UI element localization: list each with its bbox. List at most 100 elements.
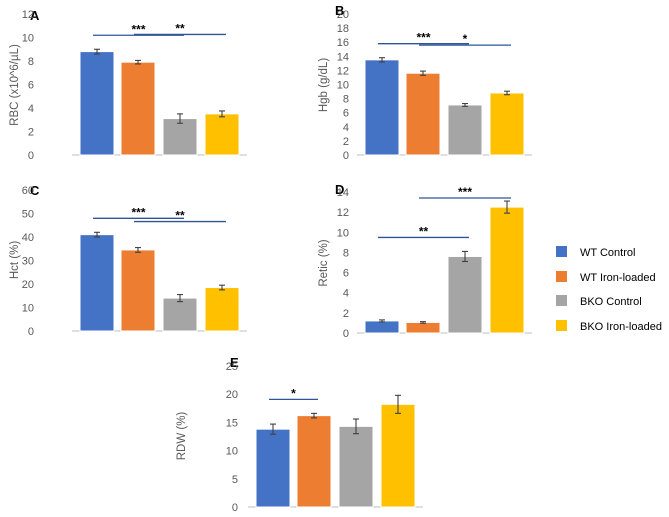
y-tick-label: 14 [337, 51, 349, 63]
bar-wt-control [79, 51, 115, 156]
error-bar [219, 284, 225, 291]
panel-letter: C [30, 183, 40, 198]
y-axis-label: RBC (x10^6/µL) [9, 44, 21, 126]
bar-bko-control [447, 255, 483, 334]
legend-swatch [556, 295, 567, 306]
bar-bko-iron-loaded [204, 287, 240, 332]
y-tick-label: 0 [28, 150, 34, 162]
bar-bko-iron-loaded [380, 403, 416, 508]
bar-bko-control [447, 104, 483, 156]
y-tick-label: 12 [22, 9, 34, 21]
y-axis-label: Hgb (g/dL) [318, 58, 330, 113]
error-bar [462, 102, 468, 107]
y-tick-label: 40 [22, 232, 34, 244]
bar-bko-iron-loaded [489, 206, 525, 334]
legend: WT Control WT Iron-loaded BKO Control BKO I… [556, 246, 662, 333]
y-tick-label: 10 [337, 80, 349, 92]
error-bar [135, 59, 141, 65]
panel-letter: B [335, 3, 344, 18]
legend-swatch [556, 271, 567, 282]
y-tick-label: 14 [337, 187, 349, 199]
y-tick-label: 0 [343, 150, 349, 162]
legend-label: BKO Control [580, 296, 642, 308]
legend-swatch [556, 246, 567, 257]
y-tick-label: 0 [232, 502, 238, 514]
bar-bko-iron-loaded [489, 92, 525, 156]
legend-swatch [556, 320, 567, 331]
legend-item: BKO Iron-loaded [556, 320, 662, 333]
y-tick-label: 10 [337, 227, 349, 239]
panel-letter: E [230, 355, 239, 370]
y-tick-label: 25 [226, 361, 238, 373]
y-tick-label: 10 [226, 446, 238, 458]
error-bar [219, 110, 225, 118]
y-tick-label: 0 [28, 326, 34, 338]
bar-wt-iron-loaded [120, 249, 156, 332]
significance-label: *** [458, 185, 472, 199]
y-tick-label: 4 [343, 288, 349, 300]
error-bar [177, 294, 183, 303]
y-tick-label: 60 [22, 185, 34, 197]
y-tick-label: 0 [343, 328, 349, 340]
error-bar [94, 48, 100, 55]
y-tick-label: 18 [337, 23, 349, 35]
legend-label: BKO Iron-loaded [580, 321, 662, 333]
y-tick-label: 12 [337, 65, 349, 77]
y-tick-label: 20 [226, 389, 238, 401]
bar-wt-iron-loaded [405, 72, 441, 156]
bar-wt-control [364, 59, 400, 156]
significance-label: *** [416, 31, 430, 45]
y-tick-label: 10 [22, 33, 34, 45]
bar-wt-control [255, 428, 291, 508]
y-axis-label: Hct (%) [9, 241, 21, 280]
bar-bko-control [338, 425, 374, 508]
y-tick-label: 8 [28, 56, 34, 68]
y-tick-label: 20 [337, 9, 349, 21]
y-tick-label: 10 [22, 303, 34, 315]
legend-label: WT Iron-loaded [580, 272, 656, 284]
significance-label: * [291, 386, 296, 400]
y-tick-label: 2 [343, 308, 349, 320]
legend-item: WT Control [556, 246, 635, 259]
bar-wt-iron-loaded [120, 61, 156, 156]
bar-bko-control [162, 297, 198, 332]
error-bar [379, 57, 385, 63]
y-axis-label: RDW (%) [176, 412, 188, 461]
significance-label: ** [175, 21, 185, 35]
y-tick-label: 12 [337, 207, 349, 219]
error-bar [311, 412, 317, 419]
y-tick-label: 6 [343, 108, 349, 120]
legend-item: WT Iron-loaded [556, 271, 656, 284]
bar-wt-iron-loaded [296, 415, 332, 508]
y-tick-label: 8 [343, 247, 349, 259]
panel-letter: D [335, 182, 344, 197]
bar-wt-iron-loaded [405, 321, 441, 334]
y-tick-label: 4 [28, 103, 34, 115]
error-bar [135, 247, 141, 253]
y-tick-label: 30 [22, 256, 34, 268]
y-tick-label: 6 [343, 268, 349, 280]
error-bar [420, 70, 426, 76]
significance-label: * [463, 32, 468, 46]
y-tick-label: 20 [22, 279, 34, 291]
significance-label: ** [175, 209, 185, 223]
panel-e: E 0 5 10 15 20 25 RDW (%) * [176, 355, 423, 514]
error-bar [395, 394, 401, 414]
y-tick-label: 50 [22, 209, 34, 221]
legend-label: WT Control [580, 247, 635, 259]
y-tick-label: 15 [226, 417, 238, 429]
y-tick-label: 2 [343, 136, 349, 148]
panel-letter: A [30, 8, 40, 23]
error-bar [270, 423, 276, 435]
bar-bko-iron-loaded [204, 113, 240, 156]
y-axis-label: Retic (%) [318, 239, 330, 286]
significance-label: ** [419, 224, 429, 238]
y-tick-label: 5 [232, 474, 238, 486]
error-bar [379, 319, 385, 323]
error-bar [504, 90, 510, 96]
